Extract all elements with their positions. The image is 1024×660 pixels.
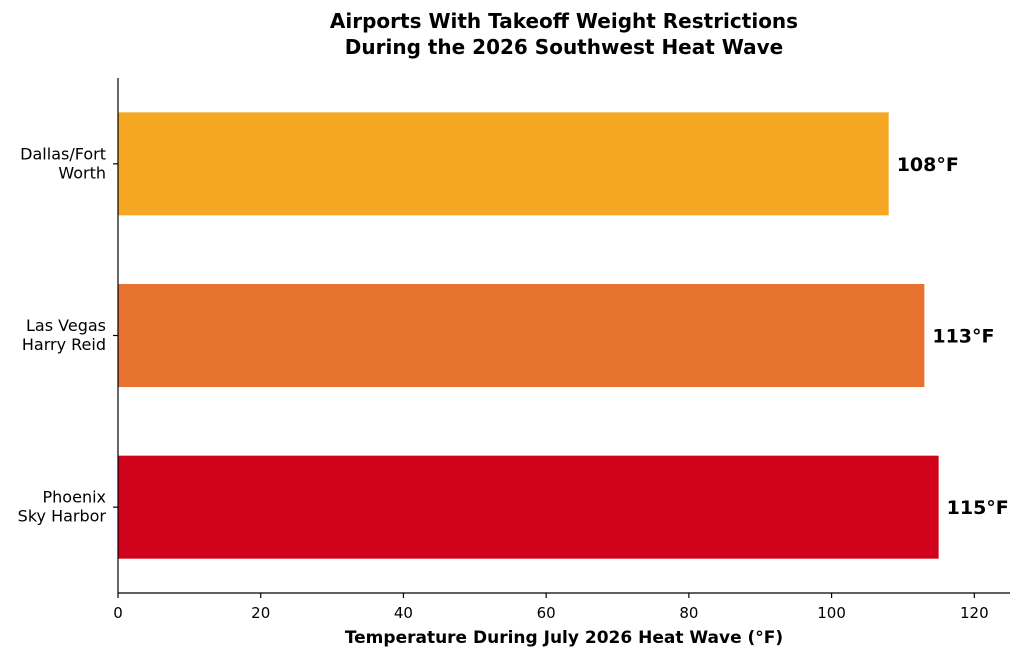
- category-label: Las Vegas: [26, 316, 106, 335]
- x-tick-label: 0: [113, 604, 123, 622]
- chart-title-line: Airports With Takeoff Weight Restriction…: [330, 9, 798, 33]
- x-axis-label: Temperature During July 2026 Heat Wave (…: [345, 628, 783, 648]
- x-tick-label: 100: [817, 604, 846, 622]
- x-tick-label: 80: [679, 604, 698, 622]
- bar-value-label: 108°F: [897, 154, 959, 176]
- category-label: Harry Reid: [22, 335, 106, 354]
- category-label: Dallas/Fort: [20, 144, 106, 163]
- bar: [118, 112, 889, 216]
- x-axis-ticks: 0 20 40 60 80 100 120: [113, 593, 989, 622]
- bar: [118, 455, 939, 559]
- x-tick-label: 40: [394, 604, 413, 622]
- bar: [118, 284, 925, 387]
- chart-title-line: During the 2026 Southwest Heat Wave: [345, 35, 783, 59]
- x-tick-label: 20: [251, 604, 270, 622]
- bars: [118, 112, 939, 559]
- category-label: Sky Harbor: [18, 507, 107, 526]
- category-label: Phoenix: [43, 488, 106, 507]
- bar-value-label: 115°F: [947, 497, 1009, 519]
- x-tick-label: 60: [537, 604, 556, 622]
- x-tick-label: 120: [960, 604, 989, 622]
- bar-value-label: 113°F: [932, 326, 994, 348]
- data-labels: 108°F 113°F 115°F: [897, 154, 1009, 519]
- category-label: Worth: [58, 163, 106, 182]
- chart-title: Airports With Takeoff Weight Restriction…: [330, 9, 798, 59]
